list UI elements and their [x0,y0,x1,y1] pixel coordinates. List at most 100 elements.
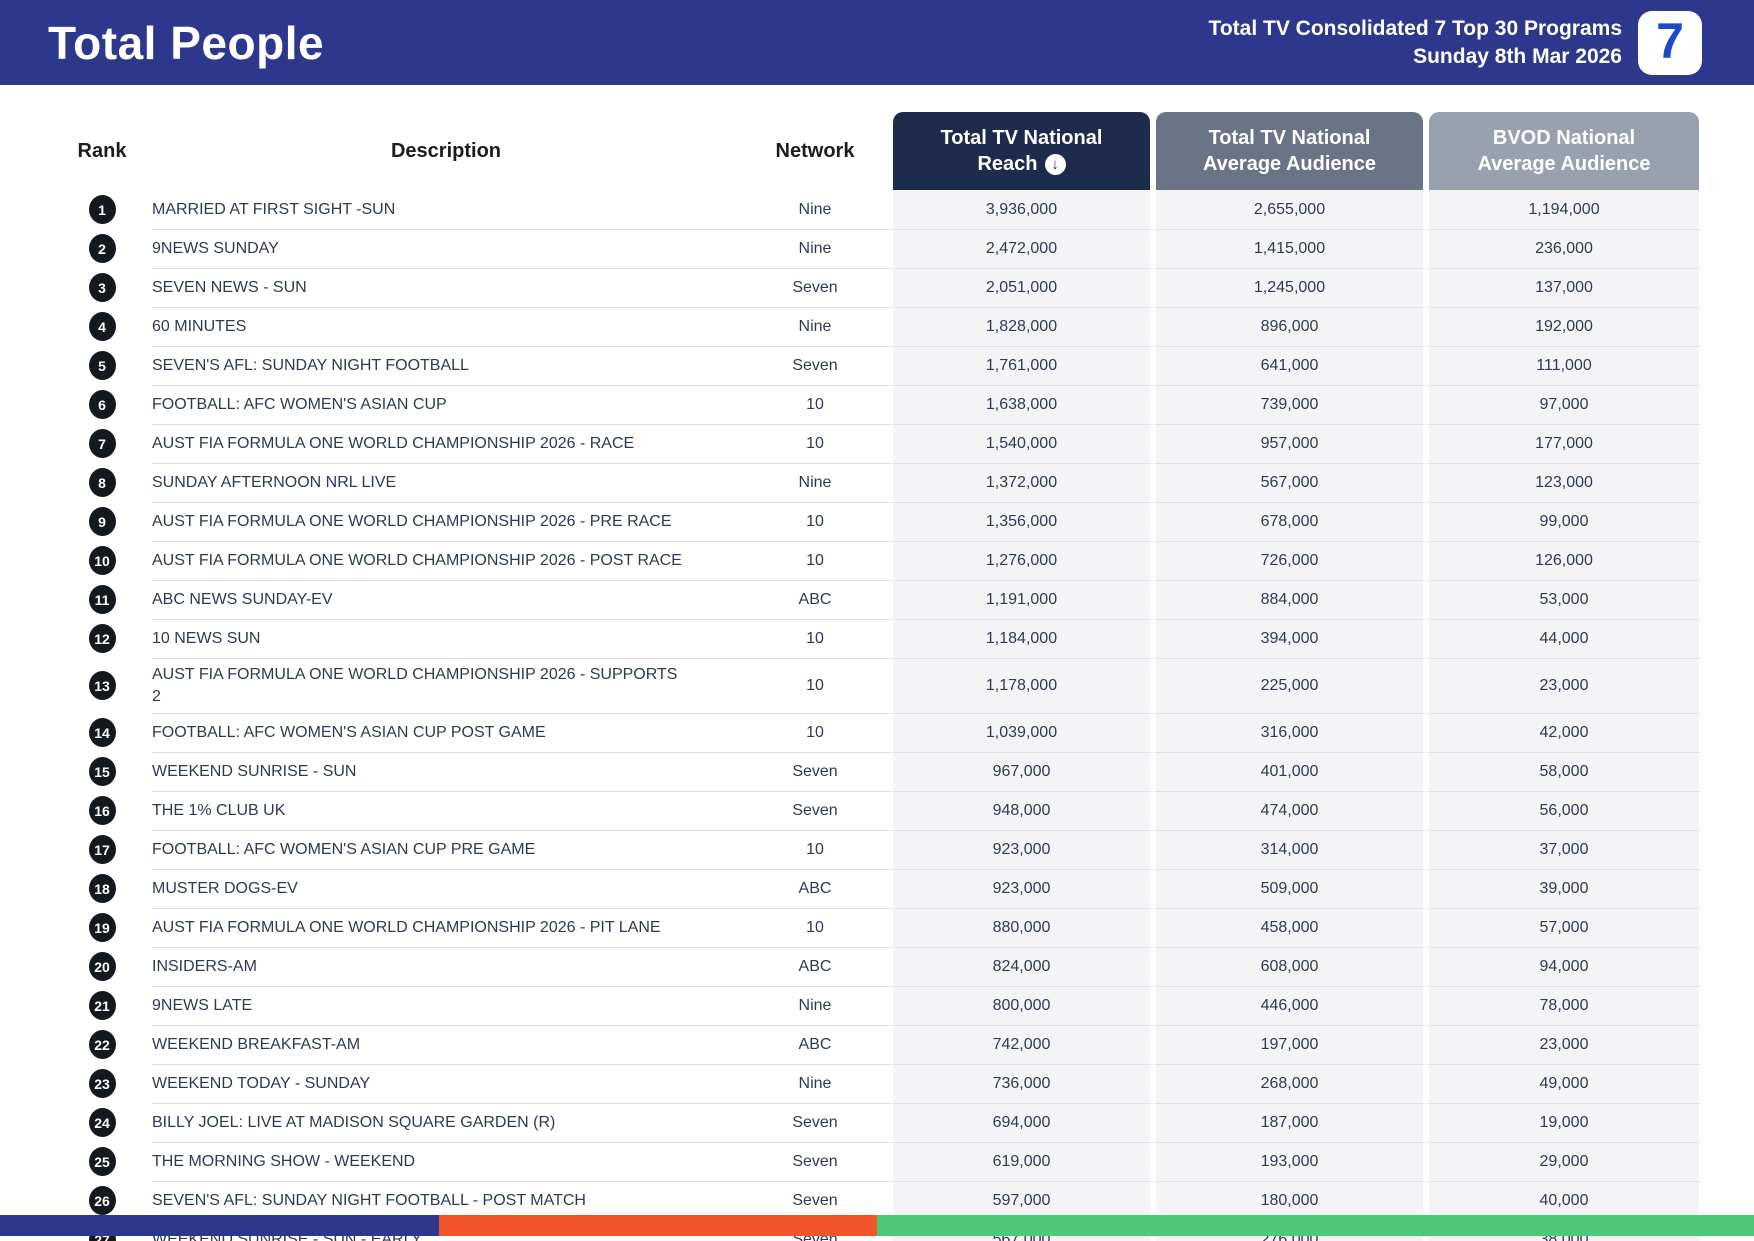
average-audience-cell: 884,000 [1153,580,1426,619]
table-row: 9 AUST FIA FORMULA ONE WORLD CHAMPIONSHI… [52,502,1702,541]
description-cell: SEVEN'S AFL: SUNDAY NIGHT FOOTBALL [152,346,740,385]
column-header-total-tv-national-reach[interactable]: Total TV National Reach ↓ [890,112,1153,190]
average-audience-cell: 1,245,000 [1153,268,1426,307]
description-cell: WEEKEND TODAY - SUNDAY [152,1064,740,1103]
table-row: 8 SUNDAY AFTERNOON NRL LIVE Nine 1,372,0… [52,463,1702,502]
bvod-audience-cell: 23,000 [1426,1025,1702,1064]
sort-descending-icon[interactable]: ↓ [1044,153,1066,175]
reach-cell: 1,276,000 [890,541,1153,580]
average-audience-cell: 316,000 [1153,713,1426,752]
reach-cell: 1,828,000 [890,307,1153,346]
column-header-total-tv-national-average-audience[interactable]: Total TV National Average Audience [1153,112,1426,190]
bvod-audience-cell: 49,000 [1426,1064,1702,1103]
network-cell: 10 [740,541,890,580]
table-row: 21 9NEWS LATE Nine 800,000 446,000 78,00… [52,986,1702,1025]
average-audience-cell: 567,000 [1153,463,1426,502]
description-cell: AUST FIA FORMULA ONE WORLD CHAMPIONSHIP … [152,541,740,580]
stripe-segment-orange [438,1215,877,1236]
average-audience-cell: 225,000 [1153,658,1426,713]
rank-badge: 4 [88,312,116,341]
table-row: 26 SEVEN'S AFL: SUNDAY NIGHT FOOTBALL - … [52,1181,1702,1220]
average-audience-cell: 957,000 [1153,424,1426,463]
description-cell: MUSTER DOGS-EV [152,869,740,908]
table-row: 5 SEVEN'S AFL: SUNDAY NIGHT FOOTBALL Sev… [52,346,1702,385]
rank-badge: 20 [88,952,116,981]
column-header-description[interactable]: Description [152,112,740,190]
average-audience-cell: 394,000 [1153,619,1426,658]
reach-cell: 742,000 [890,1025,1153,1064]
reach-cell: 800,000 [890,986,1153,1025]
description-cell: FOOTBALL: AFC WOMEN'S ASIAN CUP POST GAM… [152,713,740,752]
reach-cell: 736,000 [890,1064,1153,1103]
table-row: 7 AUST FIA FORMULA ONE WORLD CHAMPIONSHI… [52,424,1702,463]
bvod-audience-cell: 97,000 [1426,385,1702,424]
table-row: 11 ABC NEWS SUNDAY-EV ABC 1,191,000 884,… [52,580,1702,619]
average-audience-cell: 509,000 [1153,869,1426,908]
network-cell: Nine [740,307,890,346]
description-cell: SEVEN NEWS - SUN [152,268,740,307]
network-cell: 10 [740,424,890,463]
description-cell: INSIDERS-AM [152,947,740,986]
bvod-audience-cell: 37,000 [1426,830,1702,869]
bvod-audience-cell: 111,000 [1426,346,1702,385]
description-cell: WEEKEND SUNRISE - SUN [152,752,740,791]
rank-badge: 7 [88,429,116,458]
average-audience-cell: 896,000 [1153,307,1426,346]
table-row: 2 9NEWS SUNDAY Nine 2,472,000 1,415,000 … [52,229,1702,268]
stripe-segment-blue [0,1215,439,1236]
page-title: Total People [48,16,325,69]
table-row: 6 FOOTBALL: AFC WOMEN'S ASIAN CUP 10 1,6… [52,385,1702,424]
network-cell: Seven [740,791,890,830]
rank-badge: 16 [88,796,116,825]
table-row: 20 INSIDERS-AM ABC 824,000 608,000 94,00… [52,947,1702,986]
average-audience-cell: 1,415,000 [1153,229,1426,268]
table-row: 1 MARRIED AT FIRST SIGHT -SUN Nine 3,936… [52,190,1702,229]
rank-badge: 15 [88,757,116,786]
reach-cell: 619,000 [890,1142,1153,1181]
network-cell: Seven [740,752,890,791]
reach-cell: 1,761,000 [890,346,1153,385]
bvod-audience-cell: 192,000 [1426,307,1702,346]
bvod-audience-cell: 29,000 [1426,1142,1702,1181]
rank-badge: 1 [88,195,116,224]
column-header-bvod-national-average-audience[interactable]: BVOD National Average Audience [1426,112,1702,190]
average-audience-cell: 401,000 [1153,752,1426,791]
average-audience-cell: 187,000 [1153,1103,1426,1142]
bvod-audience-cell: 39,000 [1426,869,1702,908]
description-cell: 9NEWS SUNDAY [152,229,740,268]
reach-cell: 1,039,000 [890,713,1153,752]
average-audience-cell: 726,000 [1153,541,1426,580]
column-header-rank[interactable]: Rank [52,112,152,190]
average-audience-cell: 641,000 [1153,346,1426,385]
table-row: 4 60 MINUTES Nine 1,828,000 896,000 192,… [52,307,1702,346]
network-cell: Seven [740,346,890,385]
description-cell: AUST FIA FORMULA ONE WORLD CHAMPIONSHIP … [152,908,740,947]
rank-badge: 13 [88,671,116,700]
rank-badge: 12 [88,624,116,653]
network-cell: Nine [740,986,890,1025]
reach-cell: 1,191,000 [890,580,1153,619]
bvod-audience-cell: 57,000 [1426,908,1702,947]
description-cell: THE MORNING SHOW - WEEKEND [152,1142,740,1181]
table-row: 22 WEEKEND BREAKFAST-AM ABC 742,000 197,… [52,1025,1702,1064]
bvod-audience-cell: 56,000 [1426,791,1702,830]
bvod-audience-cell: 42,000 [1426,713,1702,752]
column-header-network[interactable]: Network [740,112,890,190]
footer-brand-stripe [0,1215,1754,1236]
bvod-audience-cell: 40,000 [1426,1181,1702,1220]
bvod-audience-cell: 53,000 [1426,580,1702,619]
rank-badge: 8 [88,468,116,497]
average-audience-cell: 180,000 [1153,1181,1426,1220]
network-cell: ABC [740,580,890,619]
reach-cell: 923,000 [890,830,1153,869]
network-cell: Nine [740,229,890,268]
table-row: 17 FOOTBALL: AFC WOMEN'S ASIAN CUP PRE G… [52,830,1702,869]
rank-badge: 2 [88,234,116,263]
table-row: 13 AUST FIA FORMULA ONE WORLD CHAMPIONSH… [52,658,1702,713]
reach-cell: 824,000 [890,947,1153,986]
bvod-audience-cell: 1,194,000 [1426,190,1702,229]
table-row: 25 THE MORNING SHOW - WEEKEND Seven 619,… [52,1142,1702,1181]
network-cell: Seven [740,1142,890,1181]
description-cell: THE 1% CLUB UK [152,791,740,830]
bvod-audience-cell: 99,000 [1426,502,1702,541]
